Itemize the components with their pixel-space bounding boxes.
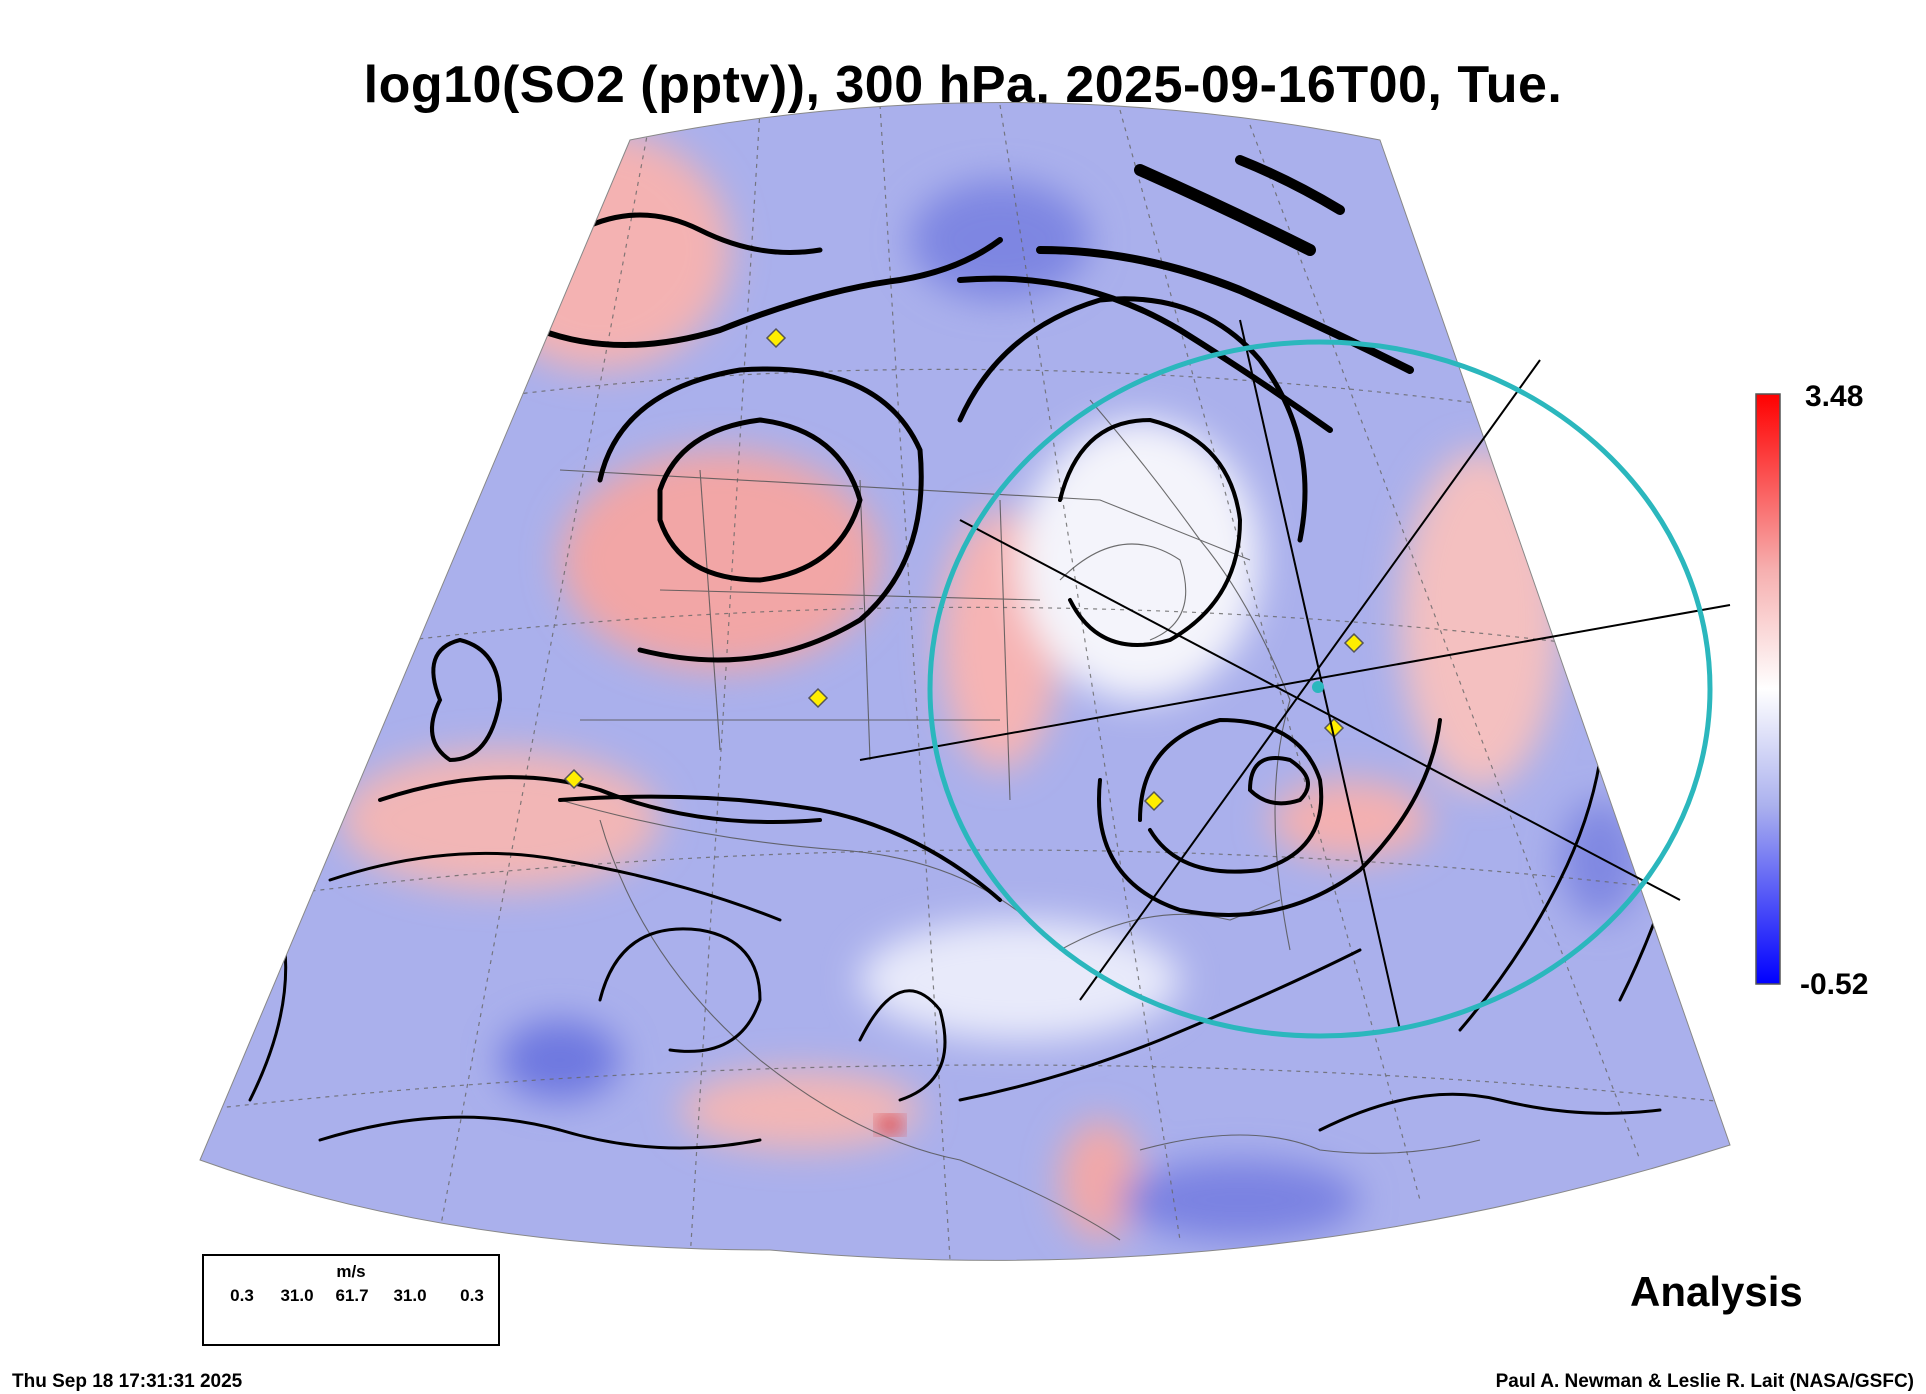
colorbar <box>1755 393 1781 985</box>
footer-credit: Paul A. Newman & Leslie R. Lait (NASA/GS… <box>1495 1371 1914 1392</box>
wind-legend-value: 31.0 <box>280 1286 314 1305</box>
wind-legend: m/s 0.3 31.0 61.7 31.0 0.3 <box>202 1254 500 1346</box>
colorbar-max-label: 3.48 <box>1805 380 1864 413</box>
analysis-label: Analysis <box>1630 1268 1803 1315</box>
cross-section-lines <box>859 319 1731 1031</box>
center-point <box>1312 681 1324 693</box>
wind-legend-value: 61.7 <box>335 1286 369 1305</box>
so2-field <box>200 102 1730 1261</box>
wind-legend-unit: m/s <box>336 1262 366 1281</box>
colorbar-min-label: -0.52 <box>1800 968 1869 1001</box>
range-circle <box>927 339 1713 1039</box>
wind-legend-value: 0.3 <box>460 1286 484 1305</box>
wind-legend-value: 31.0 <box>393 1286 427 1305</box>
wind-legend-value: 0.3 <box>230 1286 254 1305</box>
footer-timestamp: Thu Sep 18 17:31:31 2025 <box>12 1371 243 1392</box>
